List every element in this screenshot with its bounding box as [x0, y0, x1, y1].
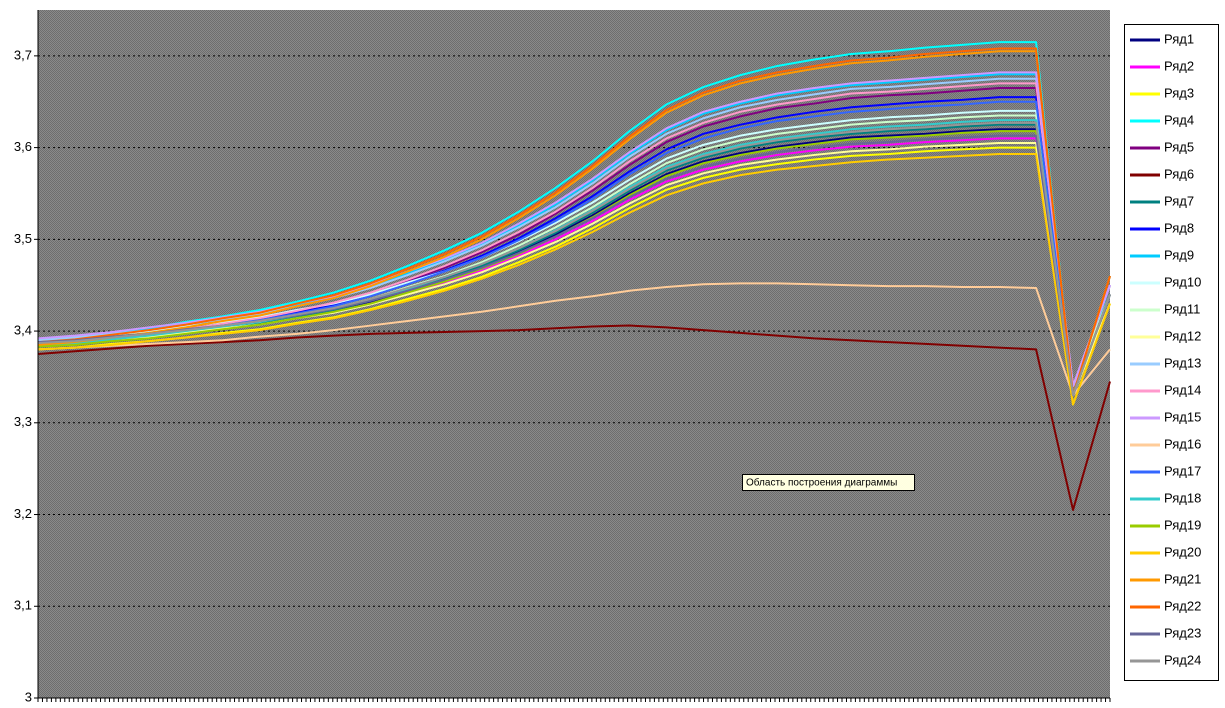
series-line: [37, 50, 1111, 397]
legend-label: Ряд3: [1164, 85, 1194, 100]
y-tick-label: 3: [25, 689, 32, 704]
series-line: [37, 47, 1111, 397]
y-tick-label: 3,7: [14, 47, 32, 62]
tooltip-text: Область построения диаграммы: [746, 477, 897, 489]
series-line: [37, 121, 1111, 397]
legend-label: Ряд6: [1164, 166, 1194, 181]
legend-label: Ряд13: [1164, 355, 1201, 370]
y-tick-label: 3,2: [14, 506, 32, 521]
legend-label: Ряд5: [1164, 139, 1194, 154]
legend-label: Ряд9: [1164, 247, 1194, 262]
legend: [1124, 24, 1219, 681]
tooltip: [742, 474, 915, 491]
legend-label: Ряд4: [1164, 112, 1194, 127]
legend-label: Ряд8: [1164, 220, 1194, 235]
legend-label: Ряд22: [1164, 598, 1201, 613]
legend-label: Ряд24: [1164, 652, 1201, 667]
legend-label: Ряд12: [1164, 328, 1201, 343]
series-line: [37, 71, 1111, 388]
series-line: [37, 282, 1111, 397]
y-tick-label: 3,5: [14, 231, 32, 246]
legend-label: Ряд11: [1164, 301, 1200, 316]
legend-label: Ряд18: [1164, 490, 1201, 505]
legend-label: Ряд15: [1164, 409, 1201, 424]
y-tick-label: 3,6: [14, 139, 32, 154]
series-line: [37, 82, 1111, 388]
y-tick-label: 3,4: [14, 323, 32, 338]
legend-label: Ряд1: [1164, 31, 1194, 46]
legend-label: Ряд17: [1164, 463, 1201, 478]
y-tick-label: 3,1: [14, 598, 32, 613]
legend-label: Ряд20: [1164, 544, 1201, 559]
legend-label: Ряд14: [1164, 382, 1201, 397]
legend-label: Ряд16: [1164, 436, 1201, 451]
legend-label: Ряд7: [1164, 193, 1194, 208]
y-tick-label: 3,3: [14, 414, 32, 429]
legend-label: Ряд21: [1164, 571, 1201, 586]
series-line: [37, 324, 1111, 511]
legend-label: Ряд10: [1164, 274, 1201, 289]
legend-label: Ряд23: [1164, 625, 1201, 640]
legend-label: Ряд19: [1164, 517, 1201, 532]
series-line: [37, 153, 1111, 406]
legend-label: Ряд2: [1164, 58, 1194, 73]
